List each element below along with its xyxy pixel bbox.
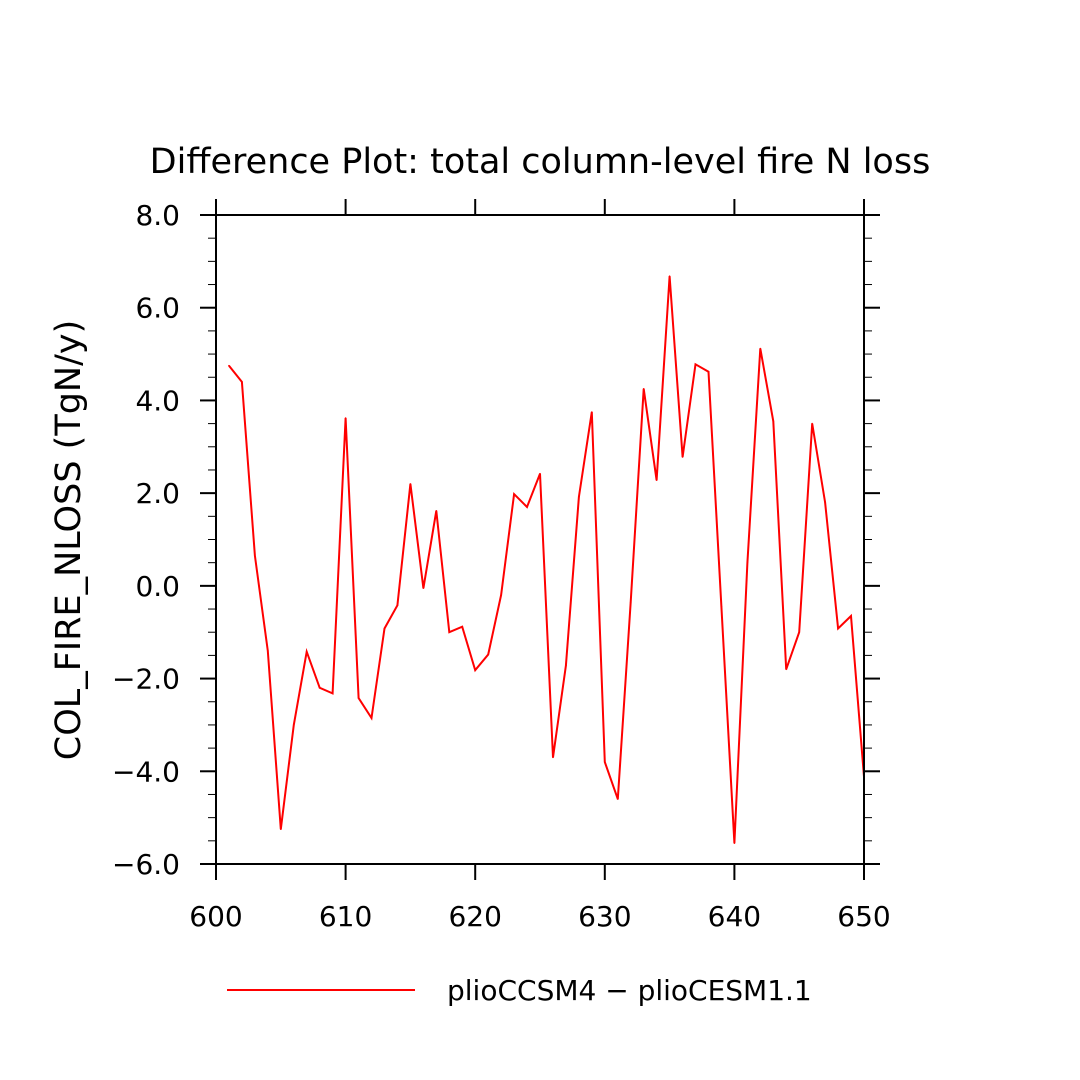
- data-point: [254, 554, 256, 557]
- data-point: [720, 605, 723, 608]
- y-tick-label: 6.0: [135, 292, 180, 325]
- legend-label: plioCCSM4 − plioCESM1.1: [447, 974, 812, 1007]
- data-point: [798, 631, 800, 634]
- data-point: [487, 653, 489, 656]
- data-point: [292, 724, 295, 726]
- data-point: [383, 627, 386, 630]
- data-point: [448, 631, 451, 634]
- data-point: [435, 509, 438, 512]
- y-tick-label: −4.0: [112, 755, 180, 788]
- data-point: [578, 496, 580, 498]
- y-tick-label: 2.0: [135, 477, 180, 510]
- data-point: [526, 506, 528, 508]
- y-tick-label: 0.0: [135, 570, 180, 603]
- data-point: [565, 664, 567, 667]
- data-point: [370, 717, 373, 719]
- data-point: [513, 493, 515, 495]
- data-point: [474, 669, 477, 672]
- data-point: [694, 363, 697, 366]
- data-point: [811, 422, 813, 425]
- chart-title: Difference Plot: total column-level fire…: [150, 142, 931, 182]
- series-line: [228, 276, 865, 844]
- y-axis-label: COL_FIRE_NLOSS (TgN/y): [49, 320, 89, 761]
- data-point: [759, 347, 762, 350]
- plot-frame: [215, 214, 865, 865]
- data-point: [668, 275, 671, 277]
- data-point: [733, 842, 736, 844]
- y-tick-label: −2.0: [112, 663, 180, 696]
- data-point: [318, 687, 321, 689]
- x-tick-label: 620: [448, 900, 501, 933]
- data-point: [280, 828, 282, 831]
- data-point: [241, 381, 243, 383]
- data-point: [422, 587, 425, 589]
- data-point: [746, 561, 749, 564]
- x-tick-label: 640: [708, 900, 761, 933]
- data-point: [655, 479, 658, 481]
- axis-ticks: [200, 199, 880, 880]
- y-tick-label: 4.0: [135, 384, 180, 417]
- data-point: [591, 411, 593, 413]
- data-point: [331, 692, 334, 695]
- data-point: [772, 420, 775, 423]
- x-tick-label: 610: [319, 900, 372, 933]
- y-tick-label: −6.0: [112, 848, 180, 881]
- data-point: [228, 364, 230, 367]
- tick-labels: 600 610 620 630 640 650 −6.0 −4.0 −2.0 0.0 2.0 4.0 6…: [112, 199, 891, 933]
- data-point: [305, 650, 308, 653]
- data-point: [461, 625, 464, 628]
- data-point: [824, 501, 826, 504]
- data-point: [500, 594, 502, 596]
- series-layer: [228, 275, 865, 844]
- data-point: [409, 483, 412, 485]
- data-point: [837, 627, 839, 630]
- data-point: [785, 668, 788, 671]
- data-point: [344, 417, 347, 419]
- legend: plioCCSM4 − plioCESM1.1: [227, 974, 812, 1007]
- data-point: [604, 761, 606, 763]
- data-point: [267, 649, 269, 652]
- data-point: [396, 604, 399, 607]
- data-point: [707, 370, 710, 373]
- data-point: [681, 456, 684, 458]
- data-point: [539, 472, 541, 475]
- data-point: [616, 798, 619, 800]
- data-point: [357, 697, 360, 699]
- x-tick-label: 650: [837, 900, 890, 933]
- x-tick-label: 600: [189, 900, 242, 933]
- data-point: [629, 601, 632, 603]
- data-point: [552, 756, 554, 759]
- x-tick-label: 630: [578, 900, 631, 933]
- data-point: [642, 388, 645, 390]
- data-point: [850, 615, 852, 617]
- y-tick-label: 8.0: [135, 199, 180, 232]
